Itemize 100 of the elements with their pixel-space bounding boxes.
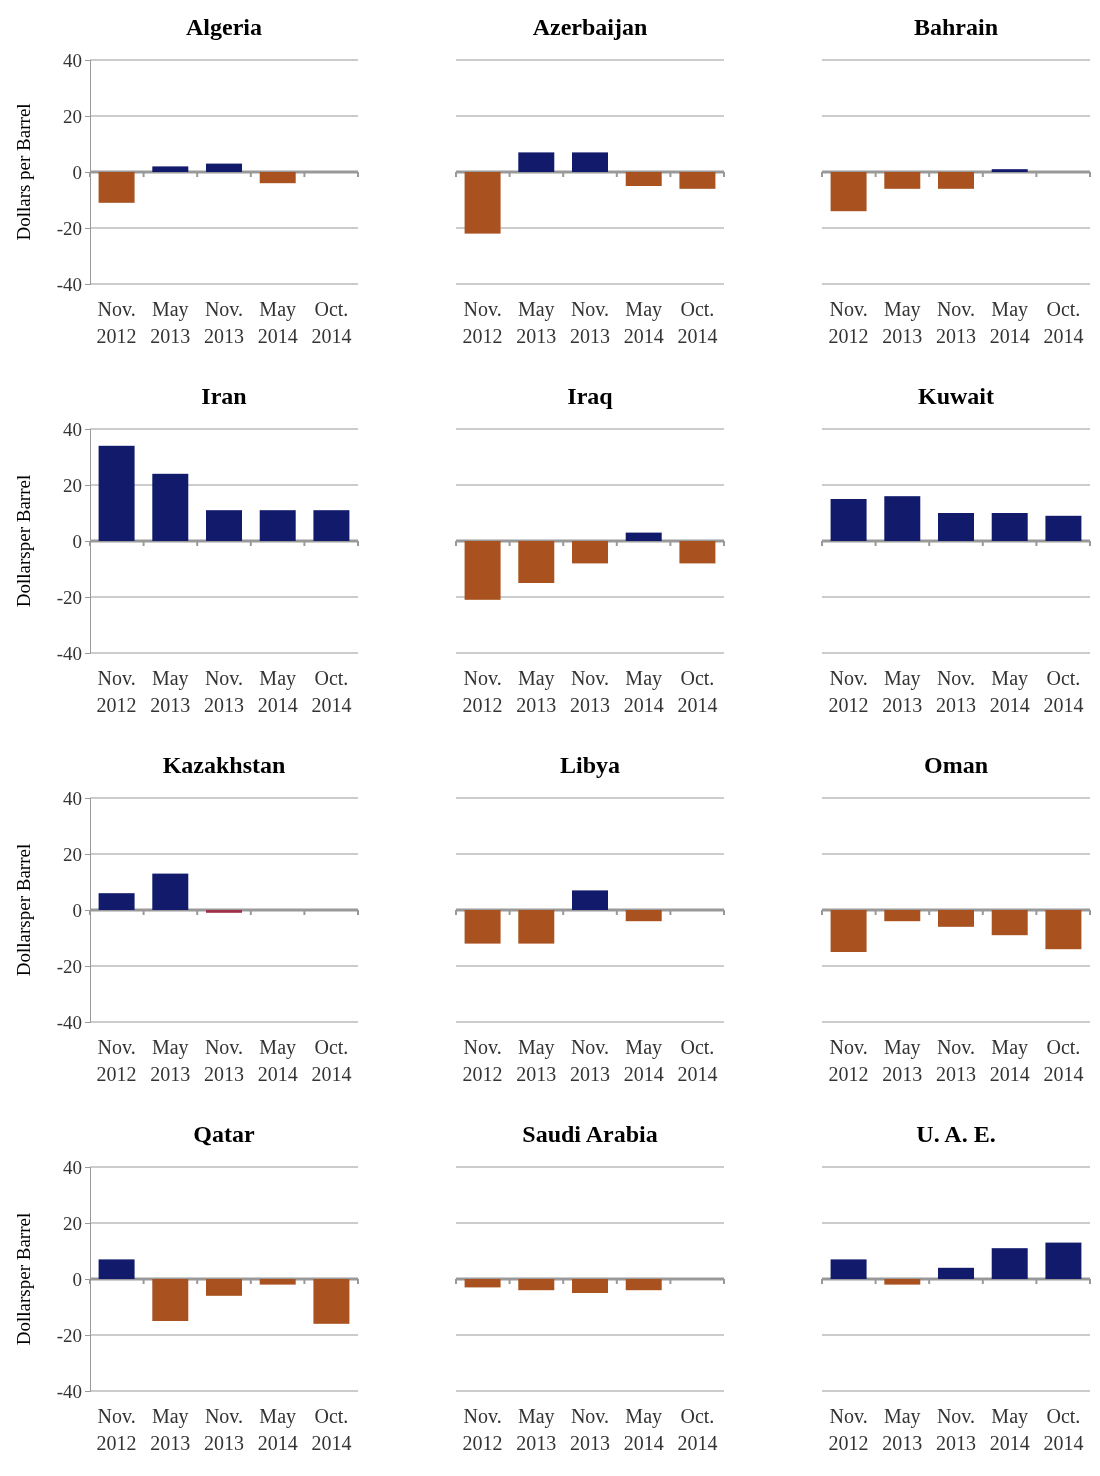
x-tick-label: Oct. 2014 (311, 667, 352, 716)
x-tick-label: Oct. 2014 (311, 298, 352, 347)
y-tick-label: -20 (56, 586, 82, 608)
x-tick-label: Nov. 2013 (204, 1405, 244, 1454)
bar (152, 166, 189, 172)
bar (206, 910, 242, 913)
x-tick-label: May 2014 (989, 1036, 1030, 1085)
x-tick-label: May 2013 (150, 1405, 191, 1454)
x-tick-label: May 2014 (623, 667, 664, 716)
x-tick-label: May 2013 (882, 667, 923, 716)
y-tick-label: 0 (72, 530, 82, 552)
chart-title: Iran (201, 383, 247, 409)
y-tick-label: 0 (72, 1268, 82, 1290)
bar (152, 873, 189, 910)
x-tick-label: May 2014 (257, 298, 298, 347)
x-tick-label: Oct. 2014 (1043, 1405, 1084, 1454)
y-tick-label: 0 (72, 161, 82, 183)
x-tick-label: Nov. 2012 (96, 1405, 137, 1454)
x-tick-label: May 2014 (989, 298, 1030, 347)
x-tick-label: Oct. 2014 (1043, 667, 1084, 716)
chart-title: Kuwait (917, 383, 995, 409)
x-tick-label: Nov. 2013 (936, 1036, 976, 1085)
y-tick-label: -40 (56, 273, 82, 295)
x-tick-label: May 2014 (257, 667, 298, 716)
x-tick-label: May 2013 (150, 667, 191, 716)
x-tick-label: Nov. 2012 (462, 298, 503, 347)
x-tick-label: Nov. 2012 (96, 1036, 137, 1085)
x-tick-label: Oct. 2014 (311, 1405, 352, 1454)
x-tick-label: May 2013 (882, 1405, 923, 1454)
x-tick-label: Oct. 2014 (1043, 1036, 1084, 1085)
x-tick-label: May 2014 (623, 298, 664, 347)
x-tick-label: May 2013 (516, 1036, 557, 1085)
bar (884, 496, 921, 541)
chart-title: Algeria (186, 14, 262, 40)
x-tick-label: May 2013 (882, 1036, 923, 1085)
y-tick-label: 40 (63, 418, 82, 440)
x-tick-label: Oct. 2014 (677, 667, 718, 716)
bar (938, 1267, 974, 1279)
chart-title: Kazakhstan (162, 752, 286, 778)
y-tick-label: -40 (56, 1380, 82, 1402)
bar (152, 473, 189, 541)
chart-title: Libya (559, 752, 621, 778)
y-tick-label: 20 (63, 105, 82, 127)
y-tick-label: -40 (56, 1011, 82, 1033)
x-tick-label: Nov. 2013 (570, 667, 610, 716)
chart-title: Oman (923, 752, 989, 778)
bar (313, 510, 350, 541)
bar (98, 445, 135, 541)
y-axis-title: Dollarsper Barrel (13, 843, 34, 977)
bar (991, 513, 1028, 541)
x-tick-label: May 2013 (516, 667, 557, 716)
x-tick-label: Nov. 2012 (96, 298, 137, 347)
x-tick-label: Nov. 2013 (570, 298, 610, 347)
x-tick-label: May 2014 (257, 1405, 298, 1454)
x-tick-label: Nov. 2012 (96, 667, 137, 716)
y-tick-label: 40 (63, 1156, 82, 1178)
x-tick-label: Nov. 2013 (570, 1405, 610, 1454)
x-tick-label: Nov. 2012 (828, 667, 869, 716)
x-tick-label: Nov. 2013 (936, 298, 976, 347)
x-tick-label: Oct. 2014 (311, 1036, 352, 1085)
x-tick-label: Nov. 2012 (828, 1036, 869, 1085)
x-tick-label: Nov. 2013 (936, 1405, 976, 1454)
chart-title: Azerbaijan (532, 14, 648, 40)
x-tick-label: May 2014 (623, 1036, 664, 1085)
x-tick-label: May 2013 (150, 1036, 191, 1085)
x-tick-label: Oct. 2014 (677, 1405, 718, 1454)
x-tick-label: Nov. 2012 (462, 667, 503, 716)
x-tick-label: Nov. 2013 (204, 1036, 244, 1085)
x-tick-label: May 2013 (150, 298, 191, 347)
chart-title: Saudi Arabia (522, 1121, 658, 1147)
x-tick-label: May 2014 (989, 667, 1030, 716)
y-tick-label: -20 (56, 217, 82, 239)
y-tick-label: 0 (72, 899, 82, 921)
y-tick-label: 20 (63, 843, 82, 865)
y-axis-title: Dollarsper Barrel (13, 1212, 34, 1346)
y-tick-label: 20 (63, 474, 82, 496)
bar (259, 172, 296, 184)
x-tick-label: May 2013 (516, 1405, 557, 1454)
x-tick-label: Oct. 2014 (677, 298, 718, 347)
bar (206, 163, 242, 172)
y-tick-label: -20 (56, 955, 82, 977)
bar (991, 1248, 1028, 1279)
y-tick-label: 40 (63, 49, 82, 71)
bar (98, 172, 135, 203)
x-tick-label: Nov. 2012 (828, 1405, 869, 1454)
x-tick-label: May 2013 (882, 298, 923, 347)
x-tick-label: May 2014 (257, 1036, 298, 1085)
x-tick-label: May 2014 (623, 1405, 664, 1454)
y-axis-title: Dollarsper Barrel (13, 474, 34, 608)
chart-title: Bahrain (913, 14, 999, 40)
y-tick-label: 20 (63, 1212, 82, 1234)
x-tick-label: May 2014 (989, 1405, 1030, 1454)
y-tick-label: -40 (56, 642, 82, 664)
x-tick-label: Nov. 2012 (828, 298, 869, 347)
x-tick-label: Nov. 2013 (204, 667, 244, 716)
bar (98, 893, 135, 910)
x-tick-label: Nov. 2013 (570, 1036, 610, 1085)
y-tick-label: -20 (56, 1324, 82, 1346)
bar (1045, 1242, 1082, 1279)
bar (259, 510, 296, 541)
